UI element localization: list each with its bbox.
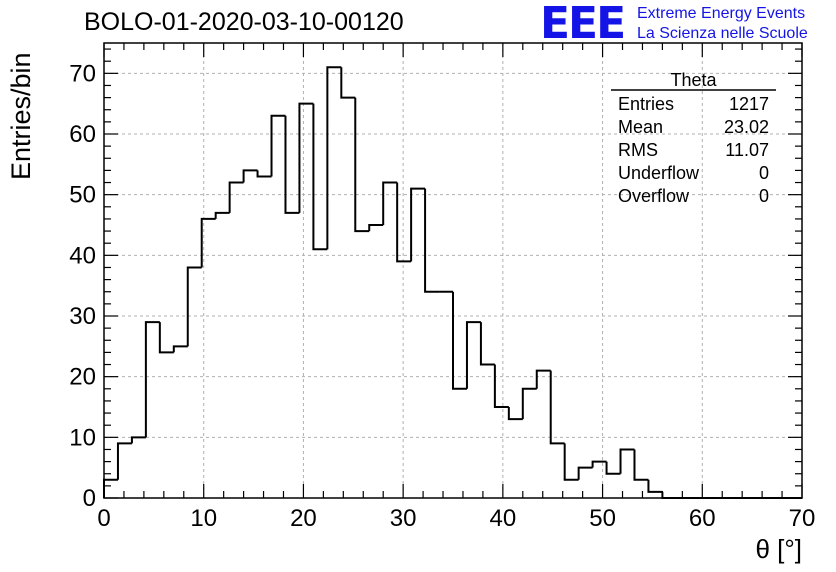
histogram-bin xyxy=(465,321,481,389)
plot-frame xyxy=(103,42,803,499)
stats-value: 1217 xyxy=(729,94,769,114)
stats-label: Overflow xyxy=(618,186,690,206)
y-tick-label: 20 xyxy=(69,364,96,391)
x-tick-label: 0 xyxy=(97,505,110,532)
histogram-bin xyxy=(452,291,467,390)
histogram-bin xyxy=(214,211,230,219)
histogram-bin xyxy=(535,369,551,389)
histogram-bin xyxy=(186,266,202,347)
histogram-bin xyxy=(116,442,132,480)
stats-value: 23.02 xyxy=(724,117,769,137)
page-title: BOLO-01-2020-03-10-00120 xyxy=(84,8,404,36)
histogram-bin xyxy=(200,217,216,268)
histogram-bin xyxy=(382,181,398,225)
eee-logo: EEE xyxy=(540,0,626,49)
histogram-bin xyxy=(284,115,300,214)
logo-line-1: Extreme Energy Events xyxy=(637,5,806,22)
histogram-bin xyxy=(577,466,593,480)
histogram-bin xyxy=(172,345,188,353)
stats-value: 11.07 xyxy=(725,140,769,160)
histogram-bin xyxy=(298,102,314,213)
x-tick-label: 70 xyxy=(789,505,816,532)
histogram-bin xyxy=(103,478,118,498)
histogram-bin xyxy=(424,188,440,293)
histogram-bin xyxy=(256,170,272,178)
stats-label: Underflow xyxy=(618,163,700,183)
y-tick-label: 40 xyxy=(69,242,96,269)
histogram-bin xyxy=(493,364,509,408)
histogram-bin xyxy=(633,449,649,481)
x-tick-label: 20 xyxy=(290,505,317,532)
histogram-bin xyxy=(242,169,258,183)
y-tick-label: 60 xyxy=(69,121,96,148)
stats-label: RMS xyxy=(618,140,658,160)
histogram-bin xyxy=(340,67,356,99)
histogram-bin xyxy=(396,182,412,263)
histogram-bin xyxy=(507,407,523,421)
y-tick-label: 70 xyxy=(69,60,96,87)
histogram-bin xyxy=(563,443,579,481)
y-tick-label: 10 xyxy=(69,424,96,451)
stats-label: Mean xyxy=(618,117,663,137)
histogram-bin xyxy=(158,322,174,354)
stats-value: 0 xyxy=(759,163,769,183)
histogram-bin xyxy=(326,66,342,250)
histogram-bin xyxy=(591,460,607,468)
histogram-bin xyxy=(410,187,426,262)
histogram-bin xyxy=(354,97,370,233)
histogram-bin xyxy=(549,370,565,445)
histogram-bin xyxy=(312,103,328,251)
x-tick-label: 60 xyxy=(689,505,716,532)
histogram-bin xyxy=(368,224,384,232)
histogram-bin xyxy=(605,461,621,475)
histogram-bin xyxy=(270,114,286,177)
histogram-bin xyxy=(619,448,635,474)
histogram-bin xyxy=(647,479,663,493)
y-tick-label: 0 xyxy=(83,485,96,512)
histogram-bin xyxy=(661,491,677,499)
histogram-bin xyxy=(144,321,160,438)
histogram-bin xyxy=(479,322,495,366)
stats-label: Entries xyxy=(618,94,674,114)
y-tick-label: 30 xyxy=(69,303,96,330)
logo-line-2: La Scienza nelle Scuole xyxy=(637,25,808,42)
x-tick-label: 10 xyxy=(190,505,217,532)
stats-value: 0 xyxy=(759,186,769,206)
x-tick-label: 50 xyxy=(589,505,616,532)
x-tick-label: 30 xyxy=(390,505,417,532)
x-axis-label: θ [°] xyxy=(755,534,802,564)
histogram-bin xyxy=(521,387,537,420)
histogram-bin xyxy=(130,436,146,444)
stats-title: Theta xyxy=(670,70,717,90)
histogram-bin xyxy=(228,181,244,213)
x-tick-label: 40 xyxy=(490,505,517,532)
y-tick-label: 50 xyxy=(69,182,96,209)
